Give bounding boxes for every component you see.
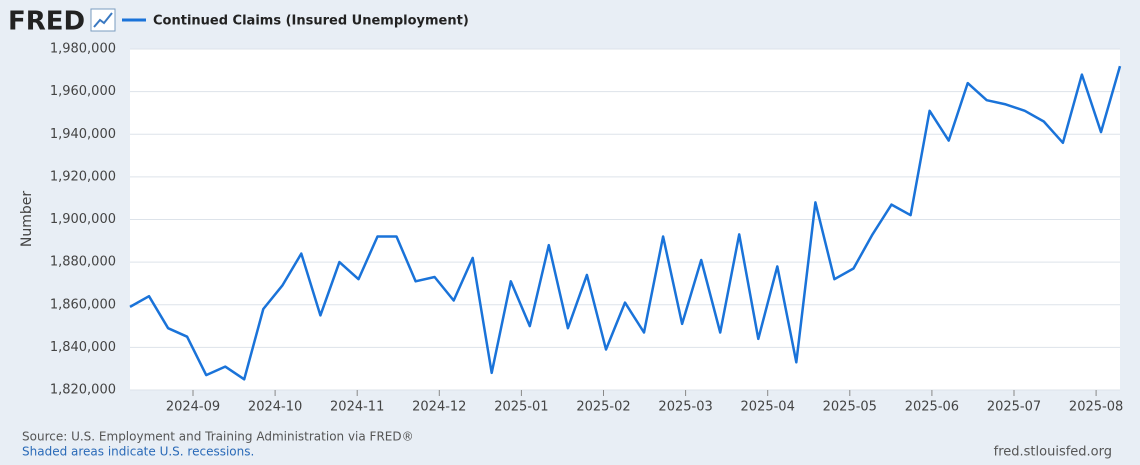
y-tick-label: 1,840,000	[50, 340, 116, 355]
x-tick-label: 2025-02	[576, 400, 630, 415]
y-tick-label: 1,880,000	[50, 255, 116, 270]
x-tick-label: 2025-04	[741, 400, 795, 415]
x-tick-label: 2025-03	[658, 400, 712, 415]
x-tick-label: 2024-11	[330, 400, 384, 415]
x-tick-label: 2024-09	[166, 400, 220, 415]
x-tick-label: 2024-12	[412, 400, 466, 415]
logo: FRED	[8, 7, 85, 37]
recession-note: Shaded areas indicate U.S. recessions.	[22, 445, 254, 459]
y-tick-label: 1,940,000	[50, 127, 116, 142]
y-tick-label: 1,900,000	[50, 212, 116, 227]
x-tick-label: 2024-10	[248, 400, 302, 415]
x-tick-label: 2025-08	[1069, 400, 1123, 415]
y-tick-label: 1,860,000	[50, 297, 116, 312]
x-tick-label: 2025-07	[987, 400, 1041, 415]
logo-icon	[90, 8, 116, 32]
data-line	[129, 65, 1122, 381]
x-tick-label: 2025-06	[905, 400, 959, 415]
y-tick-label: 1,820,000	[50, 383, 116, 398]
y-axis-label: Number	[19, 191, 35, 247]
y-tick-label: 1,980,000	[50, 42, 116, 57]
x-tick-label: 2025-01	[494, 400, 548, 415]
site: fred.stlouisfed.org	[994, 445, 1112, 460]
y-tick-label: 1,960,000	[50, 84, 116, 99]
legend-label: Continued Claims (Insured Unemployment)	[153, 14, 469, 29]
y-tick-label: 1,920,000	[50, 169, 116, 184]
source: Source: U.S. Employment and Training Adm…	[22, 430, 414, 444]
x-tick-label: 2025-05	[823, 400, 877, 415]
